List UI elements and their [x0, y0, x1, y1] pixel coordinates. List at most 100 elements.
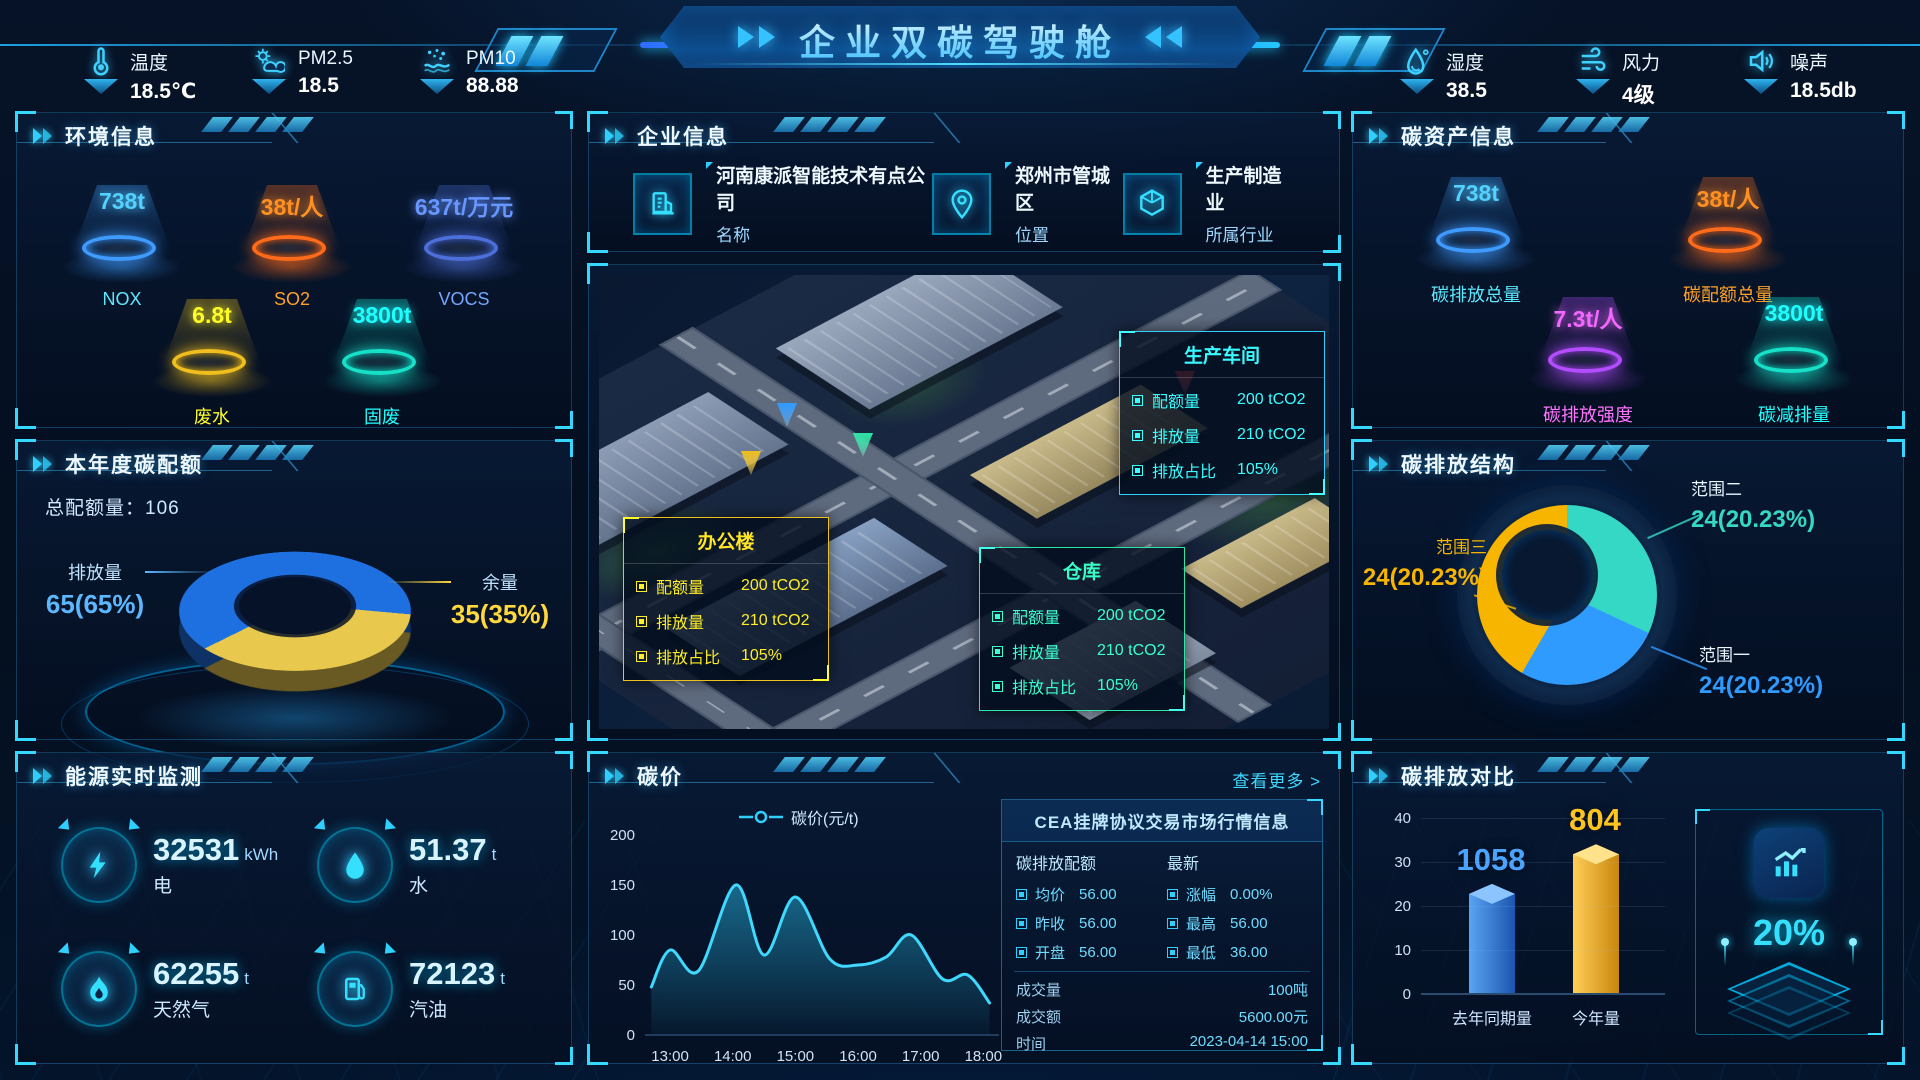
- metric-label: 废水: [194, 407, 230, 427]
- x-tick: 16:00: [839, 1048, 877, 1065]
- quota-total: 总配额量：106: [45, 498, 180, 519]
- bullet-icon: [1016, 947, 1027, 958]
- panel-stripes: [201, 117, 314, 132]
- x-tick: 15:00: [777, 1048, 815, 1065]
- panel-corner: [555, 723, 573, 741]
- panel-notch: [1353, 753, 1606, 783]
- stat-value: 88.88: [466, 74, 519, 97]
- pedestal-icon: [1576, 79, 1610, 94]
- panel-corner: [1887, 111, 1905, 129]
- enterprise-name: 河南康派智能技术有点公司 名称: [633, 161, 932, 246]
- panel-corner: [555, 751, 573, 769]
- market-summary: 成交量 100吨 成交额 5600.00元 时间 2023-04-14 15:00: [1014, 971, 1310, 1054]
- callout-production-workshop[interactable]: 生产车间 配额量 200 tCO2 排放量 210 tCO2 排放占比 105%: [1119, 331, 1325, 495]
- y-tick: 100: [610, 927, 635, 944]
- stat-pm10: PM10 88.88: [420, 46, 519, 98]
- x-tick: 18:00: [965, 1048, 1003, 1065]
- asset-total-quota: 38t/人 碳配额总量: [1653, 177, 1803, 317]
- callout-office-building[interactable]: 办公楼 配额量 200 tCO2 排放量 210 tCO2 排放占比 105%: [623, 517, 829, 681]
- panel-corner: [1887, 1047, 1905, 1065]
- stat-value: 4级: [1622, 84, 1655, 107]
- panel-emission-structure: 碳排放结构 范围二 24(20.23%) 范围一 24(20.23%) 范围三 …: [1351, 439, 1905, 741]
- view-more-link[interactable]: 查看更多 >: [1232, 772, 1321, 791]
- grid-line: [1421, 862, 1665, 863]
- bullet-icon: [1016, 889, 1027, 900]
- bullet-icon: [992, 610, 1003, 622]
- energy-label: 天然气: [153, 1000, 211, 1021]
- panel-notch: [17, 441, 272, 471]
- panel-stripes: [1537, 445, 1650, 460]
- industry-cube-icon: [1140, 188, 1164, 216]
- leader-line: [145, 571, 215, 573]
- y-tick: 30: [1394, 854, 1411, 871]
- metric-label: SO2: [273, 289, 311, 309]
- donut-hole: [1502, 530, 1592, 620]
- emission-structure-donut: [1457, 485, 1677, 705]
- bullet-icon: [992, 680, 1003, 692]
- stat-label: 湿度: [1446, 53, 1485, 74]
- carbon-price-line-chart: 0 50 100 150 200 13:00 14:00 15:00 16:00 17:00 18:…: [610, 827, 1003, 1065]
- panel-enterprise-info: 企业信息 河南康派智能技术有点公司 名称 郑州市管城区 位置 生产制造业 所属行业: [587, 111, 1341, 253]
- panel-arrow-icon: [1369, 768, 1391, 784]
- market-quota-column: 碳排放配额 均价 56.00 昨收 56.00 开盘 56.00: [1016, 856, 1117, 962]
- water-icon: [346, 852, 364, 879]
- panel-campus-map: 办公楼 配额量 200 tCO2 排放量 210 tCO2 排放占比 105% 生产车…: [587, 263, 1341, 741]
- panel-carbon-assets: 碳资产信息 738t 碳排放总量 38t/人 碳配额总量 7.3t/人 碳排放强度 3…: [1351, 111, 1905, 429]
- panel-arrow-icon: [33, 128, 55, 144]
- panel-stripes: [1537, 757, 1650, 772]
- panel-corner: [1323, 235, 1341, 253]
- bullet-icon: [1132, 394, 1143, 406]
- metric-label: VOCS: [438, 289, 490, 309]
- y-tick: 150: [610, 877, 635, 894]
- growth-percent: 20%: [1752, 912, 1826, 953]
- x-tick: 17:00: [902, 1048, 940, 1065]
- stat-noise: 噪声 18.5db: [1744, 46, 1857, 103]
- pedestal-icon: [252, 79, 286, 94]
- bar-category-label: 今年量: [1571, 1011, 1620, 1028]
- leader-line: [385, 581, 451, 583]
- panel-title: 碳排放对比: [1401, 766, 1516, 789]
- y-tick: 50: [618, 977, 635, 994]
- stat-label: PM10: [466, 48, 516, 69]
- panel-carbon-price: 碳价 查看更多 > 碳价(元/t) 0 50 100 150 200 13:00 14:00…: [587, 751, 1341, 1065]
- metric-value: 38t/人: [260, 194, 324, 220]
- trend-chart-icon: [1754, 828, 1824, 898]
- pie-label-remaining: 余量 35(35%): [450, 573, 550, 629]
- growth-card: 20%: [1695, 809, 1883, 1040]
- callout-warehouse[interactable]: 仓库 配额量 200 tCO2 排放量 210 tCO2 排放占比 105%: [979, 547, 1185, 711]
- x-tick: 14:00: [714, 1048, 752, 1065]
- panel-arrow-icon: [605, 128, 627, 144]
- title-arrow-left-icon: [738, 26, 775, 48]
- thermometer-icon: [93, 47, 109, 76]
- asset-emission-reduction: 3800t 碳减排量: [1719, 297, 1869, 437]
- panel-corner: [1323, 723, 1341, 741]
- panel-corner: [1887, 751, 1905, 769]
- bullet-icon: [1167, 947, 1178, 958]
- location-pin-icon: [951, 188, 973, 219]
- stat-label: 噪声: [1790, 53, 1829, 74]
- panel-corner: [1323, 751, 1341, 769]
- asset-cones: 738t 碳排放总量 38t/人 碳配额总量 7.3t/人 碳排放强度 3800t 碳减…: [1353, 159, 1903, 425]
- panel-corner: [1887, 439, 1905, 457]
- panel-arrow-icon: [1369, 456, 1391, 472]
- env-metric-so2: 38t/人 SO2: [217, 185, 367, 325]
- stat-label: 风力: [1622, 53, 1661, 74]
- panel-notch: [589, 753, 934, 783]
- campus-3d-map[interactable]: 办公楼 配额量 200 tCO2 排放量 210 tCO2 排放占比 105% 生产车…: [599, 275, 1329, 729]
- env-metric-solidwaste: 3800t 固废: [307, 299, 457, 439]
- market-latest-column: 最新 涨幅 0.00% 最高 56.00 最低 36.00: [1167, 856, 1273, 962]
- energy-label: 电: [153, 876, 173, 897]
- stat-humidity: 湿度 38.5: [1400, 46, 1487, 103]
- company-doc-icon: [651, 191, 674, 215]
- panel-notch: [589, 113, 934, 143]
- platform-antenna: [1721, 938, 1729, 966]
- bullet-icon: [636, 650, 647, 662]
- panel-notch: [1353, 441, 1606, 471]
- panel-notch: [1353, 113, 1606, 143]
- energy-grid: 32531 kWh 电 51.37 t 水 62255 t 天然气 72123 t 汽油: [17, 799, 571, 1059]
- env-metric-vocs: 637t/万元 VOCS: [389, 185, 539, 325]
- y-tick: 200: [610, 827, 635, 844]
- pedestal-icon: [1744, 79, 1778, 94]
- ring-icon: [342, 349, 416, 375]
- bar-category-label: 去年同期量: [1451, 1011, 1532, 1028]
